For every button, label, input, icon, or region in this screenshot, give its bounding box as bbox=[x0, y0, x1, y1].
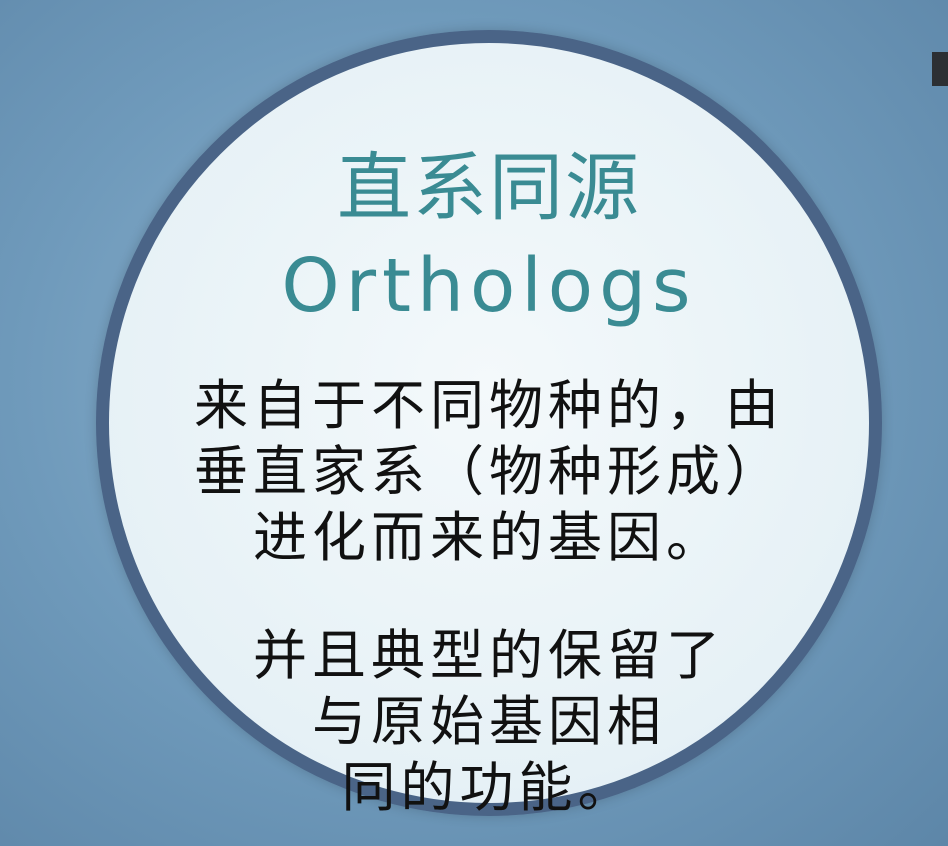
title-english: Orthologs bbox=[281, 243, 697, 329]
function-line-1: 并且典型的保留了 bbox=[253, 624, 725, 687]
corner-mark bbox=[932, 52, 948, 86]
function-paragraph: 并且典型的保留了 与原始基因相 同的功能。 bbox=[109, 623, 869, 821]
info-circle: 直系同源 Orthologs 来自于不同物种的，由 垂直家系（物种形成） 进化而… bbox=[96, 30, 882, 819]
definition-line-3: 进化而来的基因。 bbox=[253, 506, 725, 569]
definition-line-2: 垂直家系（物种形成） bbox=[194, 440, 784, 503]
function-line-3: 同的功能。 bbox=[341, 756, 637, 819]
function-line-2: 与原始基因相 bbox=[312, 690, 666, 753]
definition-paragraph: 来自于不同物种的，由 垂直家系（物种形成） 进化而来的基因。 bbox=[109, 373, 869, 571]
definition-line-1: 来自于不同物种的，由 bbox=[194, 374, 784, 437]
title-chinese: 直系同源 bbox=[337, 145, 641, 231]
